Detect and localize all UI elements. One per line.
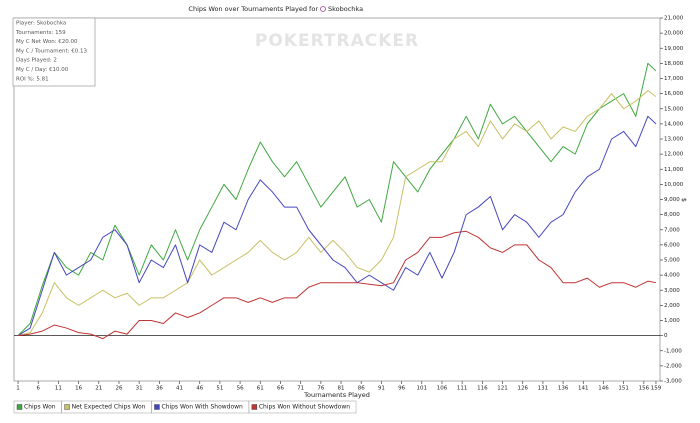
x-tick-label: 86 xyxy=(358,386,365,392)
x-tick-label: 106 xyxy=(437,386,448,392)
x-tick-label: 76 xyxy=(317,386,324,392)
y-axis-label: $ xyxy=(680,198,688,202)
x-tick-label: 11 xyxy=(55,386,62,392)
legend-label: Chips Won Without Showdown xyxy=(259,404,350,411)
y-tick-label: 6,000 xyxy=(664,242,680,248)
y-tick-label: -1,000 xyxy=(664,348,682,354)
player-name: Skobochka xyxy=(328,5,363,13)
info-line: My C Net Won: €20.00 xyxy=(16,39,78,45)
legend-label: Chips Won With Showdown xyxy=(161,404,243,411)
y-tick-label: 10,000 xyxy=(664,182,684,188)
x-tick-label: 121 xyxy=(497,386,508,392)
info-line: My C / Tournament: €0.13 xyxy=(16,48,87,54)
y-tick-label: 20,000 xyxy=(664,31,684,37)
y-tick-label: 16,000 xyxy=(664,91,684,97)
info-line: Player: Skobochka xyxy=(16,21,66,27)
x-tick-label: 51 xyxy=(216,386,223,392)
x-tick-label: 16 xyxy=(75,386,82,392)
y-tick-label: 17,000 xyxy=(664,76,684,82)
x-tick-label: 131 xyxy=(538,386,549,392)
legend-swatch xyxy=(64,404,70,410)
legend-label: Chips Won xyxy=(24,404,56,411)
x-tick-label: 6 xyxy=(36,386,40,392)
y-tick-label: 14,000 xyxy=(664,121,684,127)
x-tick-label: 96 xyxy=(398,386,405,392)
info-line: ROI %: 5.81 xyxy=(16,76,49,82)
info-line: Days Played: 2 xyxy=(16,58,57,64)
x-tick-label: 1 xyxy=(16,386,20,392)
info-line: My C / Day: €10.00 xyxy=(16,67,69,73)
x-tick-label: 116 xyxy=(477,386,488,392)
x-tick-label: 111 xyxy=(457,386,468,392)
x-tick-label: 141 xyxy=(578,386,589,392)
x-tick-label: 21 xyxy=(95,386,102,392)
x-tick-label: 31 xyxy=(136,386,143,392)
x-tick-label: 46 xyxy=(196,386,203,392)
x-tick-label: 66 xyxy=(277,386,284,392)
y-tick-label: 5,000 xyxy=(664,258,680,264)
y-tick-label: 1,000 xyxy=(664,318,680,324)
y-tick-label: -3,000 xyxy=(664,379,682,385)
y-tick-label: 12,000 xyxy=(664,152,684,158)
info-line: Tournaments: 159 xyxy=(15,30,66,36)
y-tick-label: 11,000 xyxy=(664,167,684,173)
y-tick-label: 0 xyxy=(664,333,668,339)
x-tick-label: 159 xyxy=(651,386,662,392)
x-tick-label: 136 xyxy=(558,386,569,392)
legend-swatch xyxy=(16,404,23,410)
series-line xyxy=(17,115,657,337)
watermark: POKERTRACKER xyxy=(255,31,419,51)
x-tick-label: 26 xyxy=(115,386,122,392)
y-tick-label: 4,000 xyxy=(664,273,680,279)
y-tick-label: 2,000 xyxy=(664,303,680,309)
y-tick-label: 8,000 xyxy=(664,212,680,218)
y-tick-label: -2,000 xyxy=(664,363,682,369)
y-tick-label: 15,000 xyxy=(664,106,684,112)
legend-label: Net Expected Chips Won xyxy=(72,404,146,411)
y-tick-label: 13,000 xyxy=(664,137,684,143)
x-tick-label: 91 xyxy=(378,386,385,392)
x-tick-label: 101 xyxy=(417,386,428,392)
x-tick-label: 61 xyxy=(257,386,264,392)
y-tick-label: 9,000 xyxy=(664,197,680,203)
y-tick-label: 3,000 xyxy=(664,288,680,294)
player-icon xyxy=(320,6,326,12)
legend-swatch xyxy=(251,404,258,410)
x-tick-label: 36 xyxy=(156,386,163,392)
x-tick-label: 126 xyxy=(517,386,528,392)
series-line xyxy=(17,90,657,337)
x-tick-label: 41 xyxy=(176,386,183,392)
x-tick-label: 146 xyxy=(598,386,609,392)
series-line xyxy=(17,230,657,340)
x-tick-label: 56 xyxy=(237,386,244,392)
info-box xyxy=(12,17,96,87)
x-tick-label: 81 xyxy=(338,386,345,392)
x-axis-label: Tournaments Played xyxy=(303,391,370,399)
x-tick-label: 71 xyxy=(297,386,304,392)
chart-title: Chips Won over Tournaments Played for xyxy=(188,5,318,13)
y-tick-label: 7,000 xyxy=(664,227,680,233)
y-tick-label: 19,000 xyxy=(664,46,684,52)
legend-box xyxy=(248,400,357,414)
y-tick-label: 21,000 xyxy=(664,16,684,22)
x-tick-label: 151 xyxy=(618,386,629,392)
y-tick-label: 18,000 xyxy=(664,61,684,67)
x-tick-label: 156 xyxy=(639,386,650,392)
legend-swatch xyxy=(154,404,160,410)
